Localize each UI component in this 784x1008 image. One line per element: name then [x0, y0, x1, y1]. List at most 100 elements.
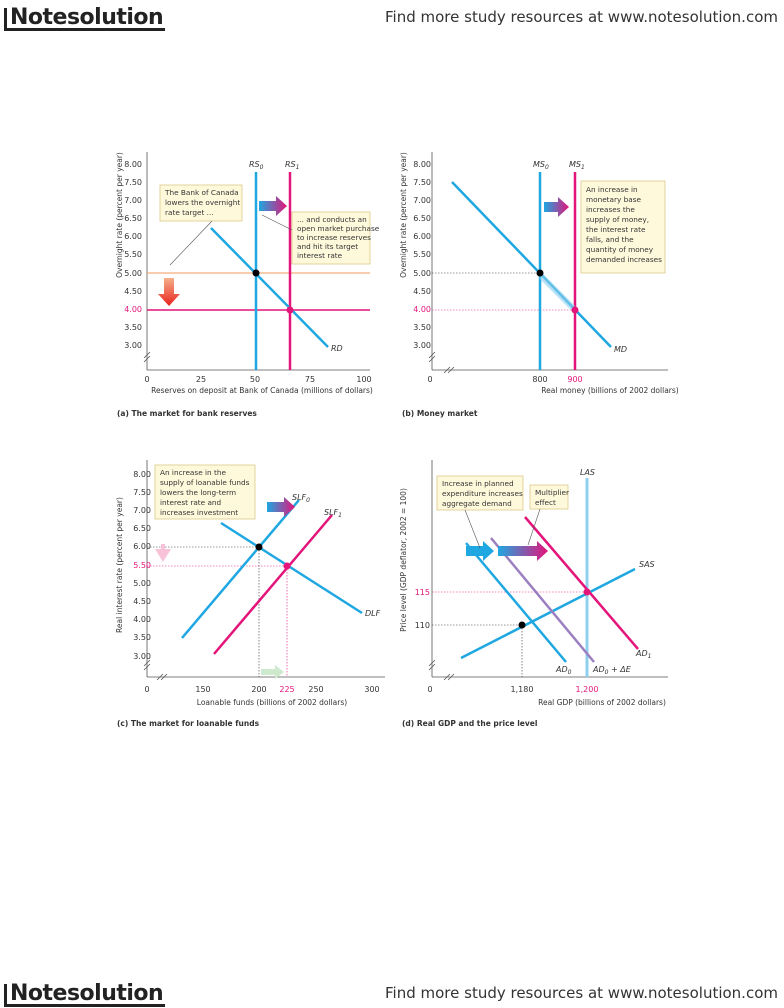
c-ylabel: Real interest rate (percent per year) [115, 497, 124, 633]
c-ytick: 4.50 [133, 597, 151, 606]
c-funds-right-arrow [261, 665, 284, 679]
b-shift-arrow [544, 197, 569, 217]
b-caption: (b) Money market [402, 409, 478, 418]
b-xticks: 0 800 900 [427, 375, 582, 384]
svg-text:The Bank of Canada: The Bank of Canada [164, 188, 239, 197]
c-ytick: 7.00 [133, 506, 151, 515]
header-tagline: Find more study resources at www.notesol… [385, 8, 778, 26]
a-rate-down-arrow [158, 278, 180, 306]
a-caption: (a) The market for bank reserves [117, 409, 257, 418]
c-ytick: 5.00 [133, 579, 151, 588]
a-xtick: 50 [250, 375, 260, 384]
b-md-label: MD [614, 345, 627, 354]
a-xticks: 0 25 50 75 100 [144, 375, 371, 384]
svg-text:Multiplier: Multiplier [535, 488, 569, 497]
b-ytick: 5.00 [413, 269, 431, 278]
b-ytick: 3.50 [413, 323, 431, 332]
a-yticks: 8.00 7.50 7.00 6.50 6.00 5.50 5.00 4.50 … [124, 160, 142, 350]
svg-text:the interest rate: the interest rate [586, 225, 646, 234]
a-xtick: 100 [356, 375, 371, 384]
b-yticks: 8.00 7.50 7.00 6.50 6.00 5.50 5.00 4.50 … [413, 160, 431, 350]
a-xtick: 25 [196, 375, 206, 384]
d-xlabel: Real GDP (billions of 2002 dollars) [538, 698, 666, 707]
a-rs0-label: RS0 [249, 160, 264, 171]
b-md-curve [451, 181, 612, 348]
c-ytick: 5.50 [133, 561, 151, 570]
svg-text:monetary base: monetary base [586, 195, 642, 204]
a-ytick: 6.00 [124, 232, 142, 241]
svg-text:supply of loanable funds: supply of loanable funds [160, 478, 250, 487]
a-ytick: 5.50 [124, 250, 142, 259]
b-xtick: 0 [427, 375, 432, 384]
svg-text:effect: effect [535, 498, 556, 507]
c-ytick: 4.00 [133, 615, 151, 624]
c-ytick: 7.50 [133, 488, 151, 497]
b-ytick: 7.50 [413, 178, 431, 187]
d-ytick: 115 [415, 588, 430, 597]
footer-tagline: Find more study resources at www.notesol… [385, 984, 778, 1002]
svg-text:An increase in the: An increase in the [160, 468, 226, 477]
a-xtick: 75 [305, 375, 315, 384]
b-ylabel: Overnight rate (percent per year) [399, 152, 408, 278]
page-footer: Notesolution Find more study resources a… [0, 978, 784, 1008]
d-ytick: 110 [415, 621, 430, 630]
b-ytick: 6.00 [413, 232, 431, 241]
a-ytick: 8.00 [124, 160, 142, 169]
notesolution-logo-footer[interactable]: Notesolution [4, 981, 166, 1007]
a-ytick: 7.00 [124, 196, 142, 205]
c-shift-arrow [267, 497, 295, 517]
c-xlabel: Loanable funds (billions of 2002 dollars… [197, 698, 347, 707]
d-spending-arrow [466, 541, 494, 561]
svg-text:... and conducts an: ... and conducts an [297, 215, 367, 224]
c-rate-down-arrow [155, 544, 171, 562]
b-ytick: 8.00 [413, 160, 431, 169]
a-xtick: 0 [144, 375, 149, 384]
notesolution-logo[interactable]: Notesolution [4, 5, 166, 31]
c-slf0-curve [181, 499, 300, 639]
panel-a: 8.00 7.50 7.00 6.50 6.00 5.50 5.00 4.50 … [115, 152, 380, 418]
a-ytick: 5.00 [124, 269, 142, 278]
d-yticks: 115 110 [415, 588, 430, 630]
d-ad0-label: AD0 [555, 665, 572, 676]
b-ms0-label: MS0 [533, 160, 549, 171]
panel-b: 8.00 7.50 7.00 6.50 6.00 5.50 5.00 4.50 … [399, 152, 679, 418]
svg-text:quantity of money: quantity of money [586, 245, 654, 254]
d-sas-curve [460, 567, 636, 660]
d-note-planned-expenditure: Increase in planned expenditure increase… [436, 475, 524, 549]
page-header: Notesolution Find more study resources a… [0, 2, 784, 32]
a-shift-arrow [259, 196, 287, 216]
a-rd-label: RD [331, 344, 343, 353]
svg-text:rate target ...: rate target ... [165, 208, 214, 217]
svg-text:falls, and the: falls, and the [586, 235, 634, 244]
d-caption: (d) Real GDP and the price level [402, 719, 537, 728]
b-ms1-label: MS1 [569, 160, 585, 171]
c-equilibrium-new [283, 562, 291, 570]
b-xlabel: Real money (billions of 2002 dollars) [541, 386, 678, 395]
c-ytick: 3.50 [133, 633, 151, 642]
a-xlabel: Reserves on deposit at Bank of Canada (m… [151, 386, 373, 395]
panel-d: 115 110 0 1,180 1,200 Price level (GDP d… [399, 460, 668, 728]
c-xtick: 225 [279, 685, 294, 694]
svg-text:increases investment: increases investment [160, 508, 238, 517]
c-xticks: 0 150 200 225 250 300 [144, 685, 379, 694]
c-equilibrium-initial [255, 543, 263, 551]
a-equilibrium-initial [252, 269, 260, 277]
b-xtick: 900 [567, 375, 582, 384]
c-ytick: 6.50 [133, 524, 151, 533]
svg-text:Increase in planned: Increase in planned [442, 479, 514, 488]
c-ytick: 6.00 [133, 542, 151, 551]
c-xtick: 250 [308, 685, 323, 694]
a-note-open-market: ... and conducts an open market purchase… [261, 211, 380, 265]
d-ade-label: AD0 + ΔE [592, 665, 632, 676]
d-ade-curve [490, 537, 595, 663]
a-ytick: 7.50 [124, 178, 142, 187]
svg-text:interest rate: interest rate [297, 251, 343, 260]
c-xtick: 300 [364, 685, 379, 694]
c-ytick: 3.00 [133, 652, 151, 661]
c-slf0-label: SLF0 [292, 493, 310, 504]
c-dlf-label: DLF [365, 609, 381, 618]
d-xtick: 1,180 [511, 685, 534, 694]
c-caption: (c) The market for loanable funds [117, 719, 260, 728]
d-xtick: 0 [427, 685, 432, 694]
b-ytick: 5.50 [413, 250, 431, 259]
